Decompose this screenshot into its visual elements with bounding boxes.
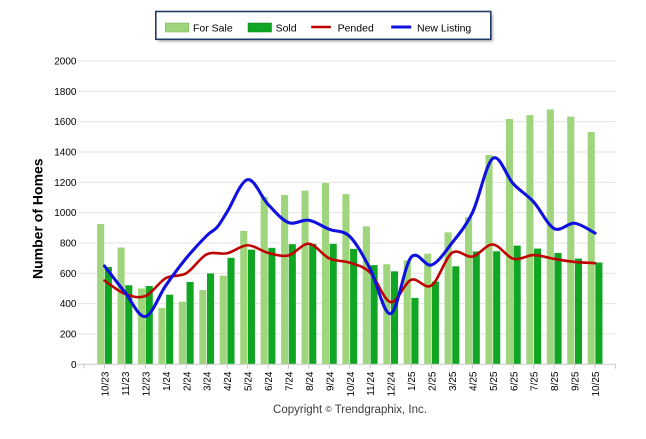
svg-text:12/23: 12/23: [141, 371, 152, 396]
svg-text:6/24: 6/24: [264, 371, 275, 391]
svg-text:5/24: 5/24: [244, 371, 255, 391]
svg-text:6/25: 6/25: [509, 371, 520, 391]
svg-text:Sold: Sold: [276, 23, 297, 35]
svg-text:10/25: 10/25: [591, 371, 602, 396]
svg-text:11/23: 11/23: [121, 371, 132, 396]
svg-text:4/24: 4/24: [223, 371, 234, 391]
svg-text:Pended: Pended: [338, 23, 374, 35]
svg-text:200: 200: [60, 329, 77, 340]
svg-text:7/24: 7/24: [284, 371, 295, 391]
svg-text:1000: 1000: [54, 208, 77, 219]
svg-text:1/24: 1/24: [162, 371, 173, 391]
svg-text:9/24: 9/24: [325, 371, 336, 391]
svg-text:4/25: 4/25: [468, 371, 479, 391]
svg-text:2/24: 2/24: [182, 371, 193, 391]
svg-text:1400: 1400: [54, 147, 77, 158]
svg-text:600: 600: [60, 269, 77, 280]
svg-text:2000: 2000: [54, 57, 77, 68]
svg-text:5/25: 5/25: [489, 371, 500, 391]
svg-text:3/25: 3/25: [448, 371, 459, 391]
svg-text:8/25: 8/25: [550, 371, 561, 391]
svg-text:800: 800: [60, 238, 77, 249]
svg-text:11/24: 11/24: [366, 371, 377, 396]
svg-text:8/24: 8/24: [305, 371, 316, 391]
svg-text:For Sale: For Sale: [193, 23, 233, 35]
svg-text:10/24: 10/24: [346, 371, 357, 396]
svg-text:9/25: 9/25: [571, 371, 582, 391]
svg-text:12/24: 12/24: [387, 371, 398, 396]
svg-text:1600: 1600: [54, 117, 77, 128]
svg-text:10/23: 10/23: [101, 371, 112, 396]
svg-text:0: 0: [71, 360, 77, 371]
svg-text:Copyright © Trendgraphix, Inc.: Copyright © Trendgraphix, Inc.: [273, 404, 427, 416]
svg-text:Number of Homes: Number of Homes: [30, 158, 46, 279]
svg-text:1200: 1200: [54, 178, 77, 189]
svg-text:New Listing: New Listing: [417, 23, 471, 35]
svg-text:1/25: 1/25: [407, 371, 418, 391]
svg-text:3/24: 3/24: [203, 371, 214, 391]
svg-text:2/25: 2/25: [428, 371, 439, 391]
svg-text:400: 400: [60, 299, 77, 310]
svg-text:7/25: 7/25: [530, 371, 541, 391]
svg-text:1800: 1800: [54, 87, 77, 98]
